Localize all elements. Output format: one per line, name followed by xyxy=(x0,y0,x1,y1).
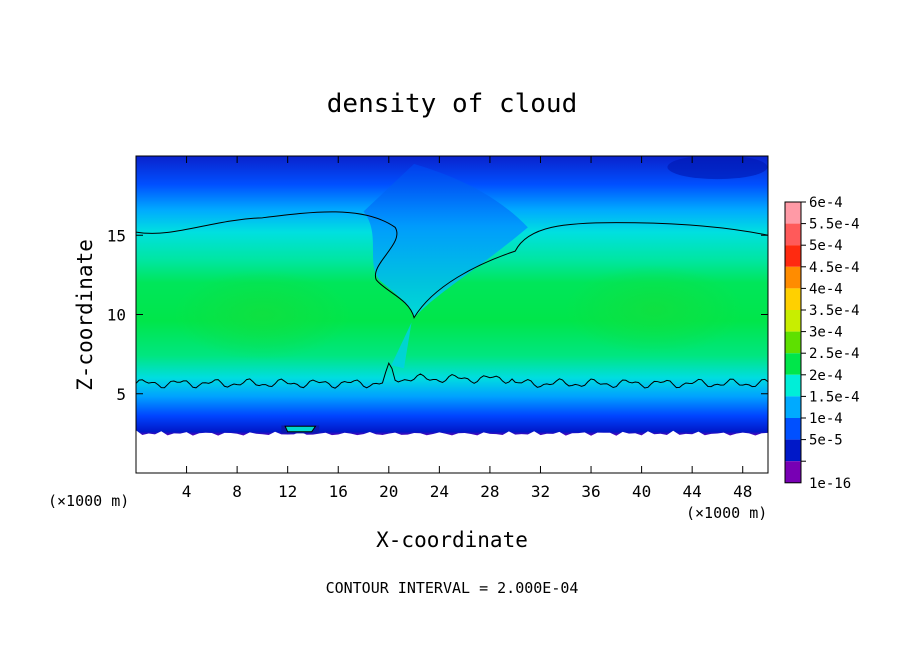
x-tick-label: 28 xyxy=(480,482,499,501)
lower-contour-line xyxy=(136,361,768,389)
y-axis: 5 10 15 xyxy=(107,226,768,404)
z-unit-label: (×1000 m) xyxy=(48,492,129,510)
colorbar-swatch xyxy=(785,310,801,332)
colorbar-label: 3e-4 xyxy=(809,325,843,341)
dark-top-patch xyxy=(667,156,768,180)
colorbar-swatch xyxy=(785,331,801,354)
slot-tail xyxy=(391,322,412,369)
colorbar-label: 1e-4 xyxy=(809,411,843,427)
colorbar-swatch xyxy=(785,245,801,267)
x-tick-label: 40 xyxy=(632,482,651,501)
x-tick-label: 32 xyxy=(531,482,550,501)
density-max-right xyxy=(564,264,745,355)
y-tick-label: 5 xyxy=(116,385,126,404)
colorbar-label: 2.5e-4 xyxy=(809,346,860,362)
x-axis-label: X-coordinate xyxy=(376,528,528,552)
x-unit-label: (×1000 m) xyxy=(686,504,767,522)
colorbar-label: 4.5e-4 xyxy=(809,260,860,276)
upper-contour-line xyxy=(136,211,768,319)
x-axis: 4 8 12 16 20 24 28 32 36 40 44 48 xyxy=(182,156,752,501)
x-tick-label: 44 xyxy=(683,482,702,501)
x-tick-label: 36 xyxy=(581,482,600,501)
y-axis-label: Z-coordinate xyxy=(73,239,97,391)
colorbar-swatch xyxy=(785,288,801,310)
dry-air-slot xyxy=(363,163,528,318)
colorbar-label: 5e-4 xyxy=(809,238,843,254)
colorbar-frame xyxy=(784,201,802,484)
colorbar-label: 6e-4 xyxy=(809,195,843,211)
colorbar-label: 5e-5 xyxy=(809,433,843,449)
y-tick-label: 15 xyxy=(107,226,126,245)
colorbar-label: 1.5e-4 xyxy=(809,389,860,405)
x-tick-label: 8 xyxy=(232,482,242,501)
colorbar: 6e-4 5.5e-4 5e-4 4.5e-4 4e-4 3.5e-4 3e-4 2.5e-4… xyxy=(784,195,860,492)
colorbar-swatch xyxy=(785,223,801,246)
chart-title: density of cloud xyxy=(327,89,577,119)
colorbar-swatch xyxy=(785,418,801,440)
x-tick-label: 24 xyxy=(430,482,449,501)
x-tick-label: 48 xyxy=(733,482,752,501)
x-tick-label: 20 xyxy=(379,482,398,501)
colorbar-label: 1e-16 xyxy=(809,476,851,492)
plot-area xyxy=(136,156,768,473)
x-tick-label: 4 xyxy=(182,482,192,501)
colorbar-label: 5.5e-4 xyxy=(809,217,860,233)
colorbar-swatch xyxy=(785,266,801,289)
colorbar-swatch xyxy=(785,439,801,462)
colorbar-swatch xyxy=(785,202,801,224)
low-pocket-contour xyxy=(284,425,317,433)
colorbar-swatch xyxy=(785,374,801,397)
contour-interval-footer: CONTOUR INTERVAL = 2.000E-04 xyxy=(326,579,579,597)
colorbar-swatch xyxy=(785,461,801,483)
colorbar-swatch xyxy=(785,396,801,418)
x-tick-label: 16 xyxy=(329,482,348,501)
x-tick-label: 12 xyxy=(278,482,297,501)
colorbar-label: 4e-4 xyxy=(809,281,843,297)
colorbar-label: 3.5e-4 xyxy=(809,303,860,319)
density-max-left xyxy=(172,269,353,360)
clear-air-below-base xyxy=(136,430,768,473)
colorbar-label: 2e-4 xyxy=(809,368,843,384)
colorbar-swatch xyxy=(785,353,801,375)
y-tick-label: 10 xyxy=(107,306,126,325)
